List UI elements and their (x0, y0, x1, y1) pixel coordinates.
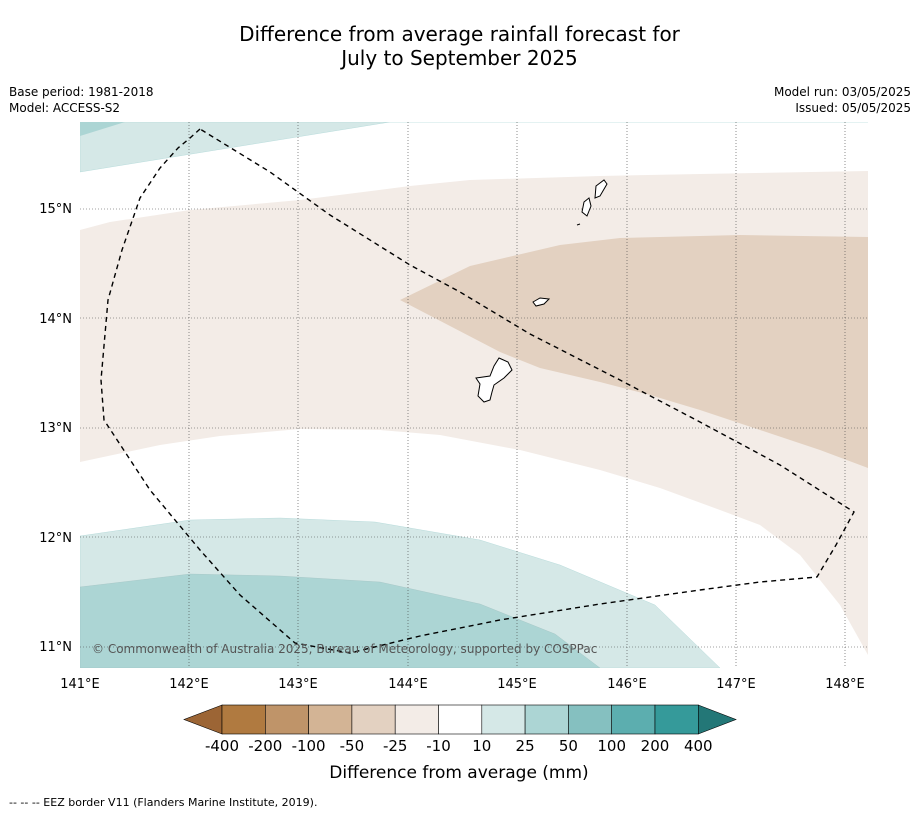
lat-label: 15°N (39, 202, 72, 217)
lon-label: 144°E (388, 677, 428, 692)
colorbar-segment (481, 704, 526, 735)
map-area: © Commonwealth of Australia 2025, Bureau… (80, 122, 868, 668)
lon-label: 147°E (716, 677, 756, 692)
colorbar-tick-label: 200 (641, 737, 670, 755)
copyright-text: © Commonwealth of Australia 2025, Bureau… (92, 642, 597, 656)
aguijan-island (576, 223, 581, 226)
meta-left: Base period: 1981-2018 Model: ACCESS-S2 (9, 84, 154, 116)
chart-title: Difference from average rainfall forecas… (0, 22, 919, 70)
title-line-1: Difference from average rainfall forecas… (239, 22, 680, 46)
colorbar-extend-low (183, 704, 223, 735)
eez-border (100, 128, 855, 654)
model-run: Model run: 03/05/2025 (773, 85, 911, 99)
model-name: Model: ACCESS-S2 (9, 101, 121, 115)
legend-title: Difference from average (mm) (329, 763, 588, 783)
lon-label: 141°E (60, 677, 100, 692)
wet-band-south-mid (80, 573, 601, 668)
lon-label: 143°E (278, 677, 318, 692)
lat-label: 13°N (39, 421, 72, 436)
colorbar-segment (524, 704, 569, 735)
colorbar-segment (264, 704, 309, 735)
colorbar-segment (611, 704, 656, 735)
colorbar-tick-label: -100 (292, 737, 326, 755)
colorbar-segment (308, 704, 353, 735)
base-period: Base period: 1981-2018 (9, 85, 154, 99)
issued-date: Issued: 05/05/2025 (795, 101, 911, 115)
islands (475, 179, 608, 403)
lon-label: 142°E (169, 677, 209, 692)
colorbar-segment (568, 704, 613, 735)
lon-labels: 141°E 142°E 143°E 144°E 145°E 146°E 147°… (60, 677, 865, 692)
lon-label: 145°E (497, 677, 537, 692)
colorbar-segment (438, 704, 483, 735)
colorbar (183, 704, 737, 735)
footer-note: -- -- -- EEZ border V11 (Flanders Marine… (9, 796, 318, 809)
colorbar-tick-label: -25 (383, 737, 408, 755)
rota-island (532, 297, 551, 307)
meta-right: Model run: 03/05/2025 Issued: 05/05/2025 (774, 84, 911, 116)
colorbar-tick-label: 50 (559, 737, 578, 755)
colorbar-ticks: -400 -200 -100 -50 -25 -10 10 25 50 100 200 400 (205, 737, 713, 755)
tinian-island (581, 197, 592, 217)
colorbar-extend-high (697, 704, 737, 735)
colorbar-tick-label: -400 (205, 737, 239, 755)
wet-band-north-mid (80, 122, 125, 136)
wet-band-north-light (80, 122, 868, 173)
lat-label: 14°N (39, 312, 72, 327)
lat-label: 12°N (39, 531, 72, 546)
guam-island (475, 357, 513, 403)
colorbar-tick-label: 100 (597, 737, 626, 755)
colorbar-tick-label: 10 (472, 737, 491, 755)
lon-label: 146°E (607, 677, 647, 692)
colorbar-tick-label: 25 (516, 737, 535, 755)
colorbar-tick-label: -50 (340, 737, 365, 755)
lat-labels: 15°N 14°N 13°N 12°N 11°N (39, 202, 72, 655)
colorbar-tick-label: -200 (248, 737, 282, 755)
colorbar-tick-label: -10 (426, 737, 451, 755)
colorbar-segment (654, 704, 699, 735)
title-line-2: July to September 2025 (341, 46, 578, 70)
colorbar-segment (221, 704, 266, 735)
saipan-island (594, 179, 608, 199)
graticule (80, 122, 868, 668)
lat-label: 11°N (39, 640, 72, 655)
colorbar-segment (351, 704, 396, 735)
colorbar-tick-label: 400 (684, 737, 713, 755)
colorbar-segment (394, 704, 439, 735)
lon-label: 148°E (825, 677, 865, 692)
